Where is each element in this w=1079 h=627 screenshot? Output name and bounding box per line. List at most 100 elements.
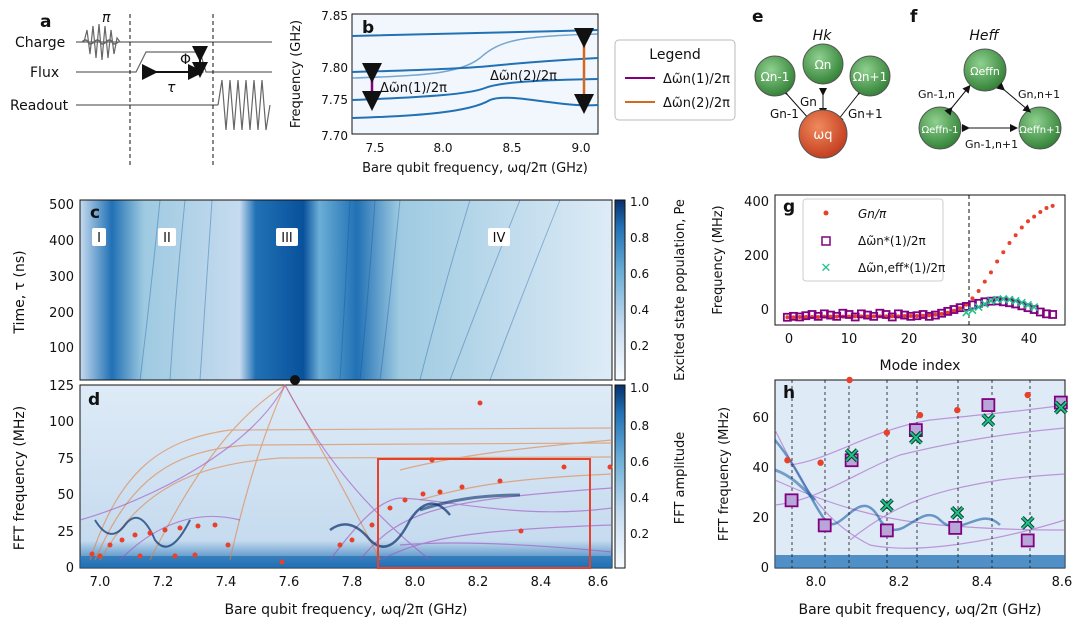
node-omega-n-1: [754, 55, 796, 97]
g-marks-series0-point: [865, 314, 870, 319]
h-marks-series0-point: [954, 406, 961, 414]
d-xtick-7.2: 7.2: [153, 575, 174, 590]
node-label-n-1: Ωn-1: [761, 70, 790, 84]
b-xtick-0: 7.5: [365, 141, 384, 155]
c-cbar-0.8: 0.8: [630, 231, 649, 245]
legend-title: Legend: [649, 47, 700, 63]
g-marks-series0-point: [803, 314, 808, 319]
g-marks-series0-point: [785, 315, 790, 320]
panel-label-a: a: [40, 12, 51, 32]
g-marks-series0-point: [816, 314, 821, 319]
h-ytick-20: 20: [752, 511, 769, 526]
h-marks-series1-point: [948, 520, 963, 535]
row-label-readout: Readout: [10, 98, 69, 114]
node-omega-q: [798, 109, 848, 159]
region-III: III: [281, 231, 293, 246]
d-ytick-0: 0: [66, 561, 74, 576]
h-marks: [784, 376, 1068, 548]
g-marks-series0-point: [951, 308, 956, 313]
g-marks-series0-point: [1044, 206, 1049, 210]
region-I: I: [97, 231, 101, 246]
g-marks-series0-point: [902, 314, 907, 319]
node-eff-n+1: [1018, 106, 1062, 150]
annot-delta1: Δω̃n(1)/2π: [380, 81, 447, 96]
d-xtick-7.8: 7.8: [342, 575, 363, 590]
zoom-box: [377, 458, 591, 569]
g-marks-series0-point: [939, 311, 944, 316]
g-marks-series2-point: [974, 302, 983, 312]
row-label-flux: Flux: [30, 65, 59, 81]
g-marks-series0-point: [976, 288, 981, 293]
g-xtick-10: 10: [841, 332, 858, 347]
node-label-q: ωq: [813, 128, 832, 143]
g-marks-series0-point: [1001, 250, 1006, 255]
g-marks-series0-point: [1050, 203, 1055, 208]
panel-a: a π Charge Flux Readout τ Φ: [10, 10, 272, 165]
g-marks-series2-point: [1011, 296, 1020, 305]
h-marks-series0-point: [883, 429, 891, 436]
c-cbar-label: Excited state population, Pe: [673, 199, 688, 381]
c-ytick-500: 500: [49, 198, 74, 213]
c-ytick-400: 400: [49, 234, 74, 249]
panel-h: h 0 20 40 60 8.0 8.2 8.4 8.6 Bare qubit …: [717, 376, 1072, 618]
g-marks-series0-point: [958, 306, 963, 311]
h-ytick-40: 40: [752, 461, 769, 476]
coupling-gn-1: Gn-1: [770, 107, 799, 121]
panel-label-b: b: [362, 18, 374, 38]
b-ytick-3: 7.85: [321, 9, 348, 23]
panel-d: d 0 25 50 75 100 125 7.0 7.2 7.4 7.6 7.8…: [12, 379, 688, 618]
node-omega-n: [802, 43, 844, 85]
h-marks-series2-point-inner: [909, 431, 923, 444]
d-ytick-50: 50: [57, 488, 74, 503]
phi-label: Φ: [180, 52, 191, 68]
h-marks-series2-point-inner: [982, 413, 995, 427]
g-marks-series0-point: [1038, 210, 1043, 215]
b-xlabel: Bare qubit frequency, ωq/2π (GHz): [362, 161, 588, 176]
g-xtick-30: 30: [961, 332, 978, 347]
h-marks-series2-point-inner: [951, 506, 964, 520]
g-ytick-200: 200: [744, 249, 769, 264]
coupling-gn-1n: Gn-1,n: [918, 88, 955, 101]
annot-delta2: Δω̃n(2)/2π: [490, 69, 557, 84]
g-marks-series0-point: [834, 314, 839, 319]
h-xlabel: Bare qubit frequency, ωq/2π (GHz): [798, 602, 1041, 618]
g-legend-3: Δω̃n,eff*(1)/2π: [858, 261, 945, 275]
g-marks-series0-point: [921, 313, 926, 318]
node-label-n: Ωn: [815, 58, 832, 72]
coupling-gn+1: Gn+1: [848, 107, 883, 121]
panel-label-g: g: [783, 197, 795, 217]
g-marks-series0-point: [914, 314, 919, 319]
g-marks-series0-point: [791, 315, 796, 320]
g-marks-series2-point: [986, 296, 996, 305]
g-marks-series2-point: [968, 306, 977, 315]
c-ylabel: Time, τ (ns): [12, 250, 28, 334]
g-marks-series2-point: [980, 299, 989, 309]
row-label-charge: Charge: [15, 35, 65, 51]
region-IV: IV: [493, 231, 506, 246]
d-ytick-25: 25: [57, 525, 74, 540]
node-label-n+1: Ωn+1: [853, 70, 887, 84]
g-marks: [782, 203, 1058, 322]
g-marks-series2-point: [1023, 300, 1033, 309]
h-marks-series0-point: [846, 376, 853, 384]
g-xlabel: Mode index: [880, 358, 961, 374]
c-ytick-200: 200: [49, 306, 74, 321]
g-marks-series0-point: [927, 313, 932, 318]
h-ylabel: FFT frequency (MHz): [717, 407, 732, 541]
h-marks-series2-point-inner: [1021, 516, 1034, 530]
d-cbar-1.0: 1.0: [630, 381, 649, 395]
h-marks-series0-point: [916, 411, 924, 419]
f-title: Heff: [969, 28, 1000, 44]
g-marks-series0-point: [982, 279, 987, 284]
g-marks-series0-point: [933, 312, 938, 317]
g-marks-series0-point: [853, 314, 858, 319]
h-marks-series0-point: [817, 459, 824, 466]
panel-g: Gn/π Δω̃n*(1)/2π ✕ Δω̃n,eff*(1)/2π g 0 2…: [711, 194, 1066, 374]
g-marks-series2-point: [1030, 302, 1039, 312]
g-marks-series0-point: [1019, 225, 1024, 230]
h-xtick-8.2: 8.2: [889, 575, 910, 590]
panel-b: b Δω̃n(1)/2π Δω̃n(2)/2π 7.70 7.75 7.80 7…: [289, 9, 599, 176]
panel-d-heatmap: [79, 384, 613, 569]
tau-label: τ: [167, 80, 176, 96]
